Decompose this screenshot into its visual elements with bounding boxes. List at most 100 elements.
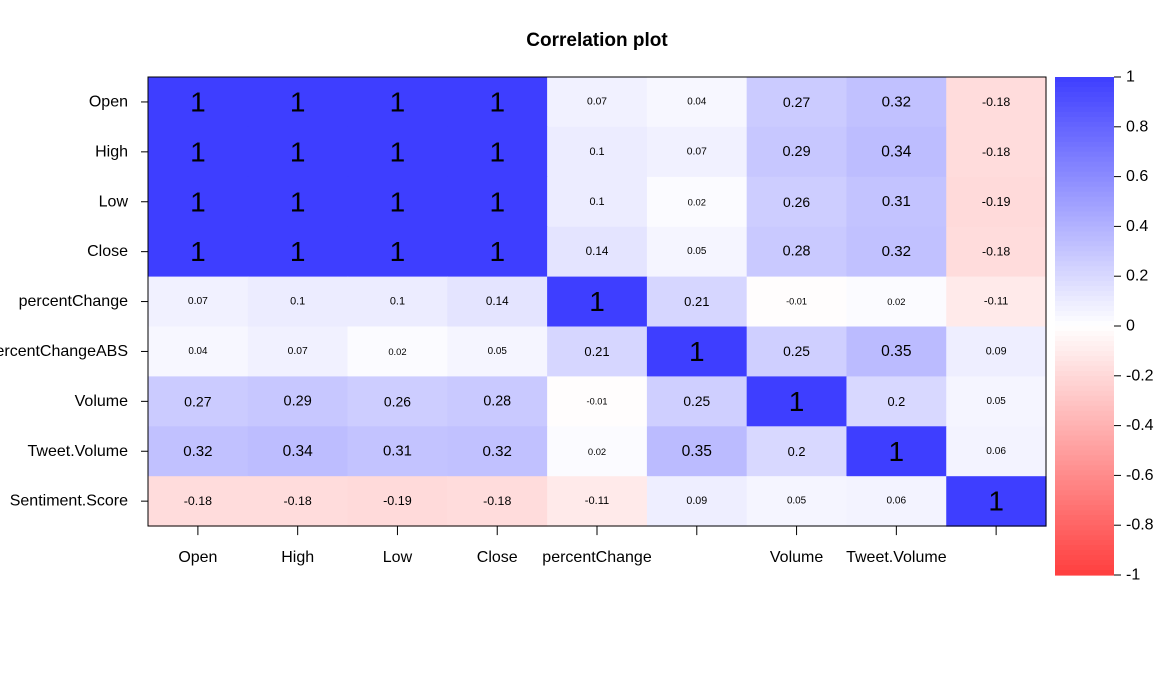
heatmap-cell: [447, 126, 548, 178]
legend-swatch: [1055, 545, 1114, 551]
cell-value-label: 1: [290, 136, 306, 167]
heatmap-cell: [746, 426, 848, 477]
cell-value-label: 0.29: [782, 144, 810, 160]
heatmap-cell: [447, 276, 548, 328]
cell-value-label: 1: [589, 286, 605, 317]
legend-swatch: [1055, 201, 1114, 208]
heatmap-cell: [347, 326, 448, 377]
cell-value-label: 0.09: [686, 495, 707, 507]
cell-value-label: 0.07: [587, 96, 607, 107]
heatmap-cell: [846, 376, 947, 427]
cell-value-label: -0.18: [982, 95, 1010, 109]
heatmap-cell: [148, 77, 249, 128]
cell-value-label: 0.1: [290, 296, 305, 308]
heatmap-cell: [447, 326, 548, 377]
cell-value-label: 0.05: [687, 246, 707, 257]
heatmap-cell: [746, 126, 848, 178]
heatmap-cell: [547, 276, 648, 328]
legend-swatch: [1055, 535, 1114, 541]
cell-value-label: 0.06: [887, 496, 907, 507]
cell-value-label: 0.02: [588, 446, 606, 457]
legend-swatch: [1055, 281, 1114, 287]
cell-value-label: -0.11: [984, 296, 1008, 308]
legend-swatch: [1055, 176, 1114, 183]
cell-value-label: 0.14: [586, 245, 609, 258]
legend-swatch: [1055, 196, 1114, 203]
row-label: Low: [99, 193, 129, 210]
heatmap-cell: [646, 176, 748, 228]
legend-swatch: [1055, 306, 1114, 312]
legend-swatch: [1055, 385, 1114, 392]
legend-swatch: [1055, 191, 1114, 198]
column-label: Low: [383, 549, 413, 566]
heatmap-cell: [247, 176, 349, 228]
legend-swatch: [1055, 126, 1114, 133]
cell-value-label: -0.18: [483, 494, 511, 508]
heatmap-cell: [746, 326, 848, 377]
legend-swatch: [1055, 86, 1114, 93]
legend-swatch: [1055, 415, 1114, 422]
legend-tick-label: 0.6: [1126, 168, 1148, 185]
legend-swatch: [1055, 435, 1114, 442]
legend-swatch: [1055, 311, 1114, 317]
legend-swatch: [1055, 171, 1114, 178]
legend-swatch: [1055, 251, 1114, 257]
cell-value-label: 1: [889, 436, 905, 467]
heatmap-cell: [547, 476, 648, 527]
heatmap-cell: [247, 77, 349, 128]
heatmap-cell: [646, 77, 748, 128]
legend-swatch: [1055, 395, 1114, 402]
cell-value-label: 0.27: [184, 393, 212, 409]
legend-swatch: [1055, 380, 1114, 387]
legend-swatch: [1055, 335, 1114, 342]
heatmap-cell: [946, 126, 1047, 178]
cell-value-label: 0.07: [687, 146, 707, 157]
cell-value-label: -0.18: [982, 145, 1010, 159]
row-label: percentChange: [19, 293, 129, 310]
cell-value-label: 0.05: [987, 396, 1007, 407]
row-label: percentChangeABS: [0, 343, 128, 360]
heatmap-cell: [946, 226, 1047, 278]
heatmap-cell: [746, 77, 848, 128]
heatmap-cell: [746, 226, 848, 278]
row-label: Volume: [75, 393, 128, 410]
legend-swatch: [1055, 475, 1114, 481]
heatmap-cell: [646, 226, 748, 278]
heatmap-cell: [347, 77, 448, 128]
cell-value-label: -0.18: [982, 245, 1010, 259]
heatmap-cell: [646, 326, 748, 377]
heatmap-cell: [247, 276, 349, 328]
legend-swatch: [1055, 425, 1114, 432]
legend-tick-label: 0.4: [1126, 218, 1148, 235]
legend-swatch: [1055, 530, 1114, 536]
heatmap-cell: [846, 276, 947, 328]
legend-swatch: [1055, 216, 1114, 223]
heatmap-cell: [946, 276, 1047, 328]
heatmap-cell: [148, 276, 249, 328]
legend-swatch: [1055, 206, 1114, 213]
legend-swatch: [1055, 231, 1114, 237]
heatmap-cell: [447, 226, 548, 278]
legend-swatch: [1055, 186, 1114, 193]
cell-value-label: 0.04: [687, 96, 707, 107]
legend-swatch: [1055, 355, 1114, 362]
column-label: High: [281, 549, 314, 566]
heatmap-cell: [846, 426, 947, 477]
legend-swatch: [1055, 515, 1114, 521]
cell-value-label: 0.31: [882, 194, 911, 210]
heatmap-cell: [247, 326, 349, 377]
heatmap-cell: [148, 476, 249, 527]
legend-swatch: [1055, 181, 1114, 188]
legend-tick-label: 1: [1126, 69, 1135, 86]
heatmap-cell: [946, 326, 1047, 377]
cell-value-label: 0.21: [684, 294, 709, 309]
cell-value-label: 0.27: [783, 94, 811, 110]
legend-swatch: [1055, 460, 1114, 467]
legend-swatch: [1055, 301, 1114, 307]
legend-swatch: [1055, 166, 1114, 173]
chart-title: Correlation plot: [526, 30, 668, 51]
column-label: Volume: [770, 549, 823, 566]
legend-swatch: [1055, 525, 1114, 531]
heatmap-cell: [846, 126, 947, 178]
cell-value-label: -0.01: [587, 396, 608, 406]
